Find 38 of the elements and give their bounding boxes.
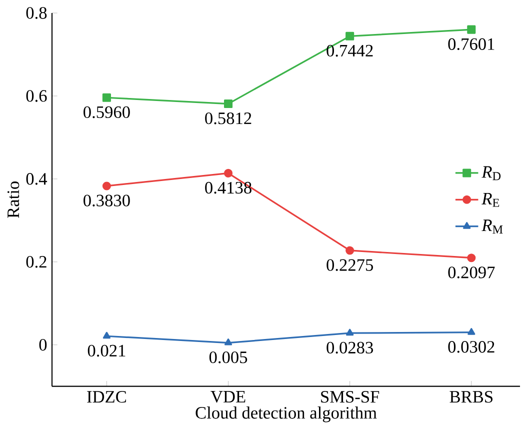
data-label: 0.7442: [326, 44, 373, 57]
x-tick-label: SMS-SF: [321, 391, 380, 403]
y-tick-label: 0.4: [26, 173, 48, 185]
point: [102, 332, 111, 339]
point: [102, 182, 111, 190]
data-label: 0.3830: [84, 194, 130, 206]
point: [468, 328, 476, 335]
y-tick-label: 0.6: [26, 90, 47, 102]
point: [346, 328, 354, 336]
x-tick-label: VDE: [210, 391, 246, 403]
point: [346, 246, 354, 255]
data-label: 0.2097: [448, 266, 495, 278]
data-label: 0.4138: [205, 182, 252, 194]
legend-label: R$_{E}$: [482, 192, 500, 207]
data-label: 0.7601: [448, 38, 494, 50]
x-tick-label: IDZC: [87, 391, 126, 403]
y-tick-label: 0: [39, 339, 47, 351]
data-label: 0.5960: [84, 106, 130, 118]
y-tick-label: 0.2: [26, 256, 46, 268]
point: [467, 25, 476, 34]
data-label: 0.0302: [448, 341, 494, 353]
point: [346, 32, 354, 40]
legend-label: R$_{M}$: [482, 220, 503, 234]
point: [102, 93, 111, 102]
point: [224, 338, 232, 346]
data-label: 0.005: [209, 351, 248, 364]
data-label: 0.5812: [205, 112, 252, 124]
data-label: 0.2275: [326, 259, 373, 271]
point: [224, 100, 233, 108]
y-tick-label: 0.8: [26, 7, 47, 19]
data-label: 0.0283: [326, 342, 373, 354]
x-axis-title: Cloud detection algorithm: [196, 406, 377, 422]
x-tick-label: BRBS: [450, 391, 492, 403]
legend-label: R$_{D}$: [482, 166, 501, 180]
y-axis-title: Ratio: [7, 182, 20, 218]
point: [224, 168, 233, 178]
data-label: 0.021: [88, 344, 126, 357]
point: [467, 254, 476, 262]
